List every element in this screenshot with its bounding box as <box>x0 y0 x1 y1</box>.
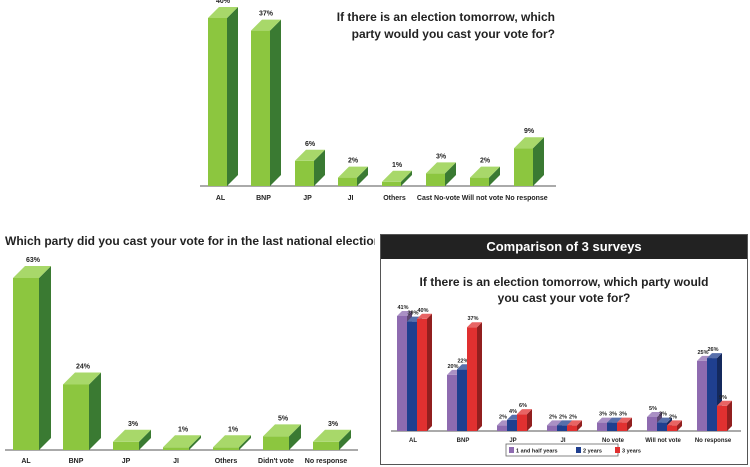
category-label: BNP <box>457 438 470 444</box>
legend-label: 3 years <box>622 449 641 455</box>
category-label: BNP <box>69 458 84 465</box>
data-label: 39% <box>407 311 418 317</box>
category-label: No response <box>305 458 348 465</box>
data-label: 3% <box>659 412 667 418</box>
bar-4 <box>382 170 412 186</box>
data-label: 3% <box>609 412 617 418</box>
data-label: 25% <box>697 350 708 356</box>
category-label: No vote <box>602 438 625 444</box>
data-label: 3% <box>599 412 607 418</box>
category-label: Didn't vote <box>258 458 294 465</box>
bar-1 <box>63 372 101 450</box>
chart-title: Which party did you cast your vote for i… <box>5 234 375 248</box>
data-label: 24% <box>76 363 91 370</box>
bar-5-2 <box>667 420 682 431</box>
chart-title-line: you cast your vote for? <box>498 291 631 305</box>
category-label: JP <box>303 195 312 202</box>
bar-7 <box>514 137 544 186</box>
category-label: No response <box>505 195 548 202</box>
category-label: JP <box>509 438 516 444</box>
bar-4-2 <box>617 417 632 431</box>
category-label: AL <box>216 195 226 202</box>
bar-6 <box>313 429 351 450</box>
data-label: 40% <box>216 0 231 5</box>
data-label: 6% <box>305 141 316 148</box>
bar-0-2 <box>417 313 432 431</box>
data-label: 2% <box>348 158 359 165</box>
data-label: 22% <box>457 358 468 364</box>
legend-swatch <box>576 447 581 453</box>
comparison-chart: If there is an election tomorrow, which … <box>391 275 741 457</box>
category-label: Cast No-vote <box>417 195 460 202</box>
data-label: 2% <box>549 414 557 420</box>
data-label: 5% <box>278 415 289 422</box>
bar-6-2 <box>717 400 732 431</box>
bar-0 <box>13 266 51 450</box>
category-label: AL <box>409 438 417 444</box>
category-label: AL <box>21 458 31 465</box>
bar-1-2 <box>467 322 482 431</box>
data-label: 3% <box>619 412 627 418</box>
bar-2 <box>113 429 151 450</box>
chart-title-line: party would you cast your vote for? <box>352 27 555 41</box>
data-label: 3% <box>128 421 139 428</box>
bar-2-2 <box>517 409 532 431</box>
category-label: JI <box>173 458 179 465</box>
data-label: 20% <box>447 364 458 370</box>
data-label: 2% <box>569 414 577 420</box>
bar-2 <box>295 149 325 186</box>
data-label: 4% <box>509 409 517 415</box>
data-label: 9% <box>719 395 727 401</box>
category-label: No response <box>695 438 732 444</box>
data-label: 37% <box>467 316 478 322</box>
category-label: JI <box>560 438 565 444</box>
data-label: 37% <box>259 11 274 18</box>
chart-title-line: If there is an election tomorrow, which <box>337 10 555 24</box>
left-chart: Which party did you cast your vote for i… <box>5 234 375 465</box>
bar-0 <box>208 7 238 186</box>
bar-4 <box>213 435 251 450</box>
category-label: Others <box>383 195 406 202</box>
data-label: 1% <box>178 426 189 433</box>
category-label: JI <box>348 195 354 202</box>
bar-3 <box>163 435 201 450</box>
data-label: 63% <box>26 257 41 264</box>
data-label: 1% <box>228 426 239 433</box>
data-label: 40% <box>417 308 428 314</box>
data-label: 2% <box>559 414 567 420</box>
data-label: 41% <box>397 305 408 311</box>
category-label: Others <box>215 458 238 465</box>
bar-5 <box>263 424 301 450</box>
legend-swatch <box>615 447 620 453</box>
bar-1 <box>251 19 281 186</box>
category-label: Will not vote <box>462 195 504 202</box>
data-label: 2% <box>480 158 491 165</box>
bar-3 <box>338 166 368 186</box>
data-label: 5% <box>649 406 657 412</box>
top-chart: 40% AL 37% BNP 6% JP 2% JI 1% Others 3% Cast No-vot… <box>200 0 556 202</box>
data-label: 3% <box>328 421 339 428</box>
category-label: Will not vote <box>645 438 681 444</box>
category-label: JP <box>122 458 131 465</box>
bar-3-2 <box>567 420 582 431</box>
legend-label: 1 and half years <box>516 449 558 455</box>
data-label: 2% <box>499 414 507 420</box>
data-label: 2% <box>669 414 677 420</box>
data-label: 3% <box>436 153 447 160</box>
panel-header: Comparison of 3 surveys <box>381 235 747 259</box>
data-label: 1% <box>392 162 403 169</box>
legend-swatch <box>509 447 514 453</box>
chart-title-line: If there is an election tomorrow, which … <box>420 275 709 289</box>
data-label: 26% <box>707 347 718 353</box>
data-label: 6% <box>519 403 527 409</box>
legend-label: 2 years <box>583 449 602 455</box>
bar-6 <box>470 166 500 186</box>
data-label: 9% <box>524 128 535 135</box>
bar-5 <box>426 162 456 186</box>
category-label: BNP <box>256 195 271 202</box>
comparison-panel: Comparison of 3 surveys If there is an e… <box>380 234 748 465</box>
